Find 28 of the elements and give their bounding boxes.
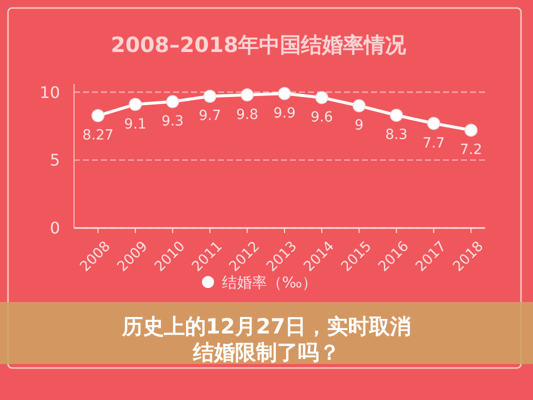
data-label: 9 (354, 118, 364, 134)
data-label: 9.1 (124, 116, 146, 132)
data-label: 9.7 (198, 108, 222, 124)
point (240, 88, 254, 102)
point (128, 98, 142, 111)
data-label: 7.7 (422, 135, 445, 152)
point (427, 116, 440, 130)
point (203, 90, 216, 103)
data-label: 8.27 (82, 128, 114, 144)
point (464, 124, 478, 137)
data-label: 7.2 (460, 142, 482, 158)
y-tick-label: 10 (40, 82, 60, 102)
point (92, 109, 104, 122)
data-label: 9.9 (273, 106, 296, 122)
chart-title: 2008–2018年中国结婚率情况 (110, 33, 408, 57)
point (390, 108, 403, 122)
data-label: 9.3 (161, 114, 184, 130)
y-tick-label: 5 (50, 150, 60, 170)
data-label: 8.3 (385, 127, 408, 144)
point (352, 99, 366, 112)
legend-label: 结婚率（‰） (222, 273, 318, 292)
data-label: 9.8 (236, 106, 258, 123)
point (278, 87, 291, 100)
data-label: 9.6 (310, 110, 334, 126)
text: 历史上的12月27日，实时取消结婚限制了吗？ (120, 314, 412, 364)
point (315, 91, 328, 104)
point (166, 95, 180, 108)
y-tick-label: 0 (50, 218, 60, 238)
